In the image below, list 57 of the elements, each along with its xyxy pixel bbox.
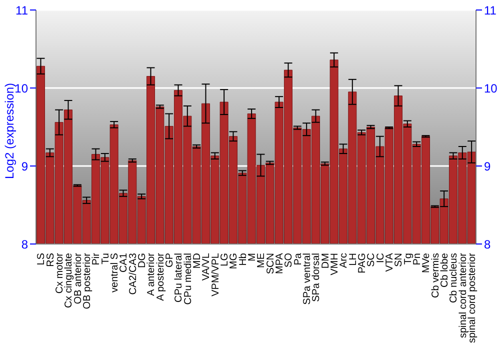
x-tick-label: SN xyxy=(394,253,405,267)
y-axis-title: Log2 (expression) xyxy=(2,82,16,179)
x-tick-label: VPM/VPL xyxy=(210,252,222,296)
x-tick-label: DG xyxy=(136,252,148,268)
x-tick-label: ME xyxy=(256,252,268,268)
x-tick-label: GP xyxy=(164,252,176,268)
x-tick-label: Tg xyxy=(402,253,414,265)
x-tick-label: MVe xyxy=(421,252,432,274)
y2-tick-label: 9 xyxy=(484,159,491,174)
x-tick-label: Cx cingulate xyxy=(64,252,75,308)
x-tick-label: SPa dorsal xyxy=(311,253,322,302)
x-tick-label: spinal cord posterior xyxy=(466,252,478,344)
x-tick-label: Arc xyxy=(338,253,350,268)
x-tick-label: RS xyxy=(45,252,56,267)
y-tick-label: 11 xyxy=(16,3,28,18)
x-tick-label: VTA xyxy=(384,252,396,272)
x-tick-label: A posterior xyxy=(155,252,166,301)
x-tick-label: LH xyxy=(348,253,359,266)
x-tick-label: Cx motor xyxy=(54,252,66,294)
x-tick-label: M xyxy=(246,253,258,262)
x-tick-label: IC xyxy=(375,253,386,263)
x-tick-label: SCN xyxy=(265,253,276,274)
x-tick-label: PAG xyxy=(356,252,368,274)
x-tick-label: VA/VL xyxy=(201,252,212,281)
x-tick-label: ventral S xyxy=(109,252,120,292)
x-tick-label: MD xyxy=(192,253,203,269)
x-tick-label: spinal cord anterior xyxy=(458,252,469,338)
x-tick-label: SPa ventral xyxy=(302,253,313,305)
x-tick-label: Tu xyxy=(100,253,112,264)
x-tick-label: Hb xyxy=(238,252,249,266)
x-tick-label: MPA xyxy=(274,252,286,274)
x-tick-label: OB anterior xyxy=(72,252,84,304)
x-tick-label: CPu medial xyxy=(182,253,194,305)
y-tick-label: 8 xyxy=(21,237,28,252)
x-tick-label: MG xyxy=(228,252,240,270)
x-tick-label: SC xyxy=(366,253,378,267)
x-tick-label: Cb lobe xyxy=(439,252,450,288)
y2-tick-label: 11 xyxy=(484,3,497,18)
y2-tick-label: 8 xyxy=(484,237,491,252)
x-tick-label: LG xyxy=(219,252,230,266)
x-tick-label: CA1 xyxy=(118,252,130,272)
x-tick-label: OB posterior xyxy=(82,252,93,310)
y-tick-label: 9 xyxy=(21,159,28,174)
x-tick-label: CA2/CA3 xyxy=(128,252,139,295)
x-tick-label: Pir xyxy=(91,252,102,266)
x-tick-label: VMH xyxy=(329,253,340,276)
x-tick-label: A anterior xyxy=(146,252,158,296)
x-tick-label: SO xyxy=(284,252,295,268)
x-tick-label: DM xyxy=(320,253,332,269)
x-tick-label: Pa xyxy=(292,252,304,266)
y-tick-label: 10 xyxy=(14,81,28,96)
x-tick-label: Cb vermis xyxy=(430,253,442,298)
x-tick-label: Pn xyxy=(412,253,423,266)
x-tick-label: LS xyxy=(36,252,48,266)
x-tick-label: Cb nucleus xyxy=(448,253,460,304)
x-tick-label: CPu lateral xyxy=(174,253,185,302)
y2-tick-label: 10 xyxy=(484,81,498,96)
